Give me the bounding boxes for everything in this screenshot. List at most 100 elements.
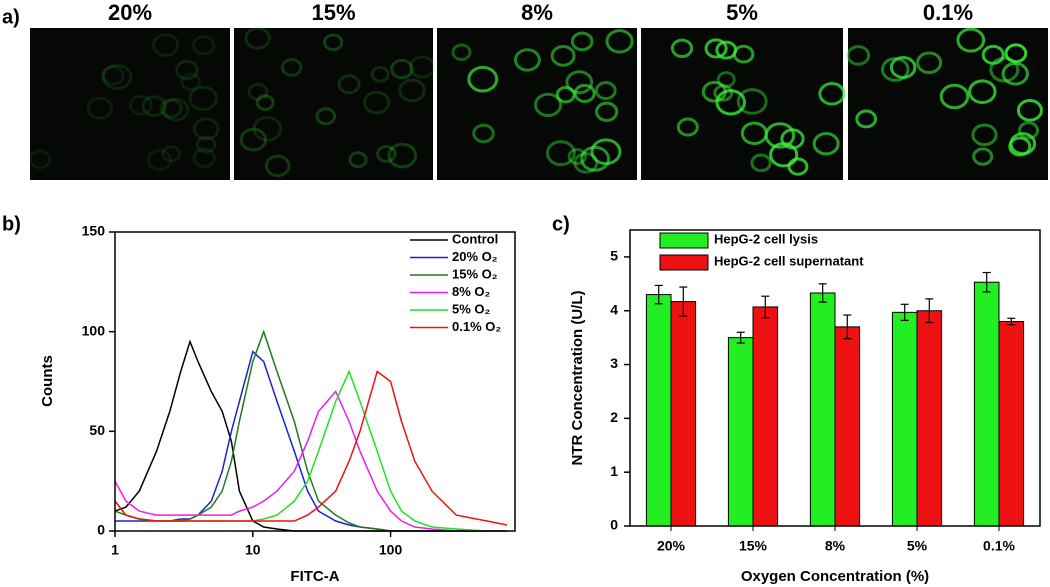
legend-label: 0.1% O₂ (452, 319, 501, 334)
cell (1016, 99, 1043, 122)
cell (192, 117, 220, 141)
cell (545, 140, 576, 167)
cell (567, 148, 588, 166)
cell (467, 65, 499, 93)
panel-label: b) (2, 213, 21, 235)
micrograph (30, 28, 230, 180)
cell (159, 98, 183, 119)
cell (398, 78, 426, 103)
x-tick-label: 0.1% (983, 538, 1015, 554)
cell (192, 147, 216, 169)
cell (889, 55, 917, 79)
bar (973, 281, 1000, 527)
cell (605, 29, 634, 54)
y-tick-label: 100 (82, 322, 106, 338)
bar (727, 337, 754, 527)
cell (147, 149, 173, 171)
bar (752, 306, 779, 527)
cell (280, 58, 303, 77)
cell (28, 149, 52, 170)
x-axis-label: Oxygen Concentration (%) (741, 568, 929, 585)
cell (670, 38, 694, 58)
cell (764, 122, 796, 149)
cell (594, 81, 617, 101)
cell (252, 115, 283, 142)
y-tick-label: 4 (610, 301, 618, 317)
cell (239, 127, 268, 152)
image-title: 5% (726, 0, 758, 25)
cell (86, 96, 114, 120)
error-bar (900, 303, 909, 322)
y-tick-label: 0 (610, 517, 618, 533)
cell (1001, 61, 1029, 86)
cell (152, 33, 180, 57)
bar (670, 301, 697, 527)
legend-label: Control (452, 231, 498, 246)
cell (555, 85, 576, 104)
x-tick-label: 1 (111, 542, 119, 558)
bar (645, 294, 672, 527)
y-tick-label: 1 (610, 463, 618, 479)
cell (451, 43, 472, 62)
cell (971, 123, 998, 147)
cell (161, 145, 182, 163)
cell (1004, 43, 1028, 64)
cell (472, 123, 495, 144)
cell (175, 59, 199, 81)
cell (769, 142, 799, 168)
panel-label: c) (552, 213, 570, 235)
cell (855, 109, 878, 129)
cell (387, 142, 418, 169)
cell (102, 63, 133, 91)
legend-swatch (659, 232, 709, 249)
image-title: 20% (108, 0, 152, 25)
error-bar (654, 284, 663, 305)
cell (264, 154, 291, 178)
bar (916, 310, 943, 527)
legend-label: 5% O₂ (452, 301, 491, 316)
cell (812, 132, 840, 156)
error-bar (843, 314, 852, 340)
y-tick-label: 150 (82, 223, 106, 239)
error-bar (736, 331, 745, 344)
bar (834, 326, 861, 527)
y-tick-label: 5 (610, 248, 618, 264)
cell (188, 85, 218, 112)
image-title: 0.1% (923, 0, 973, 25)
y-tick-label: 2 (610, 409, 618, 425)
error-bar (761, 295, 770, 319)
plot-frame (629, 229, 1041, 527)
cell (376, 144, 397, 163)
cell (787, 157, 809, 176)
y-tick-label: 50 (89, 422, 105, 438)
x-tick-label: 100 (379, 542, 403, 558)
cell (565, 70, 594, 95)
cell (972, 147, 994, 166)
cell (409, 55, 436, 79)
cell (337, 74, 361, 95)
cell (939, 83, 970, 110)
cell (570, 31, 594, 52)
cell (550, 45, 576, 67)
cell (195, 135, 217, 154)
cell (736, 88, 768, 115)
y-tick-label: 0 (97, 522, 105, 538)
cell (247, 82, 269, 101)
cell (244, 26, 271, 50)
x-axis-label: FITC-A (290, 568, 339, 585)
error-bar (679, 286, 688, 317)
cell (101, 65, 125, 86)
cell (315, 107, 337, 126)
cell (162, 97, 190, 122)
y-tick-label: 3 (610, 355, 618, 371)
series-line (115, 350, 507, 532)
cell (363, 90, 391, 115)
legend-label: HepG-2 cell supernatant (714, 253, 864, 268)
panel-label: a) (2, 6, 20, 28)
cell (534, 92, 563, 118)
cell (595, 101, 619, 122)
series-line (114, 370, 508, 526)
series-line (114, 390, 507, 532)
cell (573, 152, 599, 174)
